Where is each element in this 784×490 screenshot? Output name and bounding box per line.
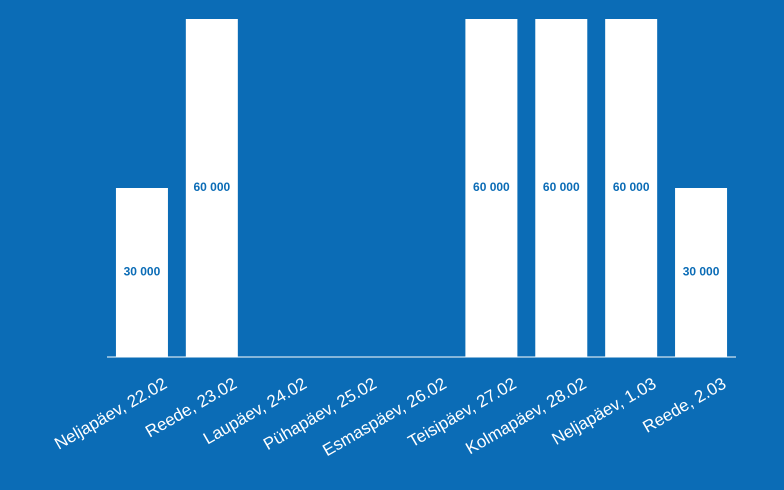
bar: [535, 19, 588, 357]
bar: [465, 19, 518, 357]
bar: [605, 19, 658, 357]
value-label: 30 000: [683, 265, 720, 279]
value-label: 60 000: [613, 180, 650, 194]
value-label: 30 000: [124, 265, 161, 279]
bar: [185, 19, 238, 357]
value-label: 60 000: [543, 180, 580, 194]
value-label: 60 000: [193, 180, 230, 194]
bar: [115, 188, 168, 357]
bar: [675, 188, 728, 357]
value-label: 60 000: [473, 180, 510, 194]
